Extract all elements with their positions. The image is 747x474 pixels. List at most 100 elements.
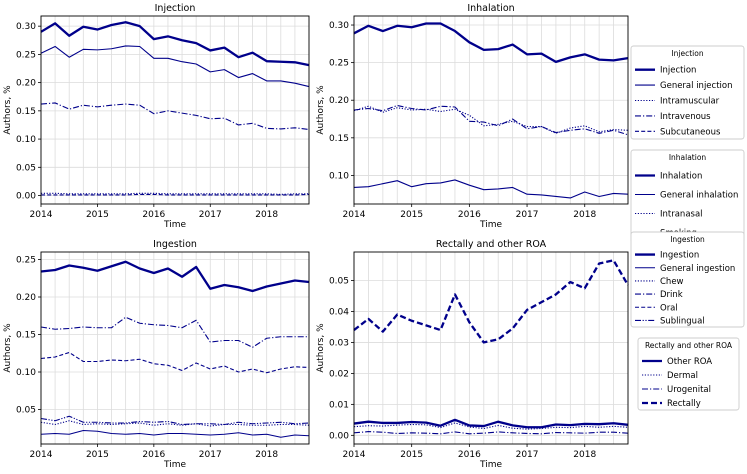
x-axis-label: Time [163, 220, 186, 230]
x-tick-label: 2014 [30, 210, 53, 220]
x-tick-label: 2014 [30, 450, 53, 460]
legend-box [637, 337, 740, 411]
y-tick-label: 0.10 [329, 171, 349, 181]
x-axis-label: Time [163, 460, 186, 470]
chart-panel-1: 2014 2015 2016 2017 2018 0.10 0.15 0.20 0.25 0.30… [316, 3, 629, 230]
series-line-general-inhalation [353, 179, 629, 199]
panel-title: Inhalation [467, 3, 514, 14]
y-tick-label: 0.01 [329, 400, 349, 410]
legend-entry: Intramuscular [660, 97, 720, 107]
chart-panel-3: 2014 2015 2016 2017 2018 0.00 0.01 0.02 0.03 0.04… [316, 239, 629, 470]
legend-entry: Subcutaneous [660, 127, 721, 137]
y-axis-label: Authors, % [3, 323, 13, 373]
y-tick-label: 0.20 [329, 96, 349, 106]
legend-3: Rectally and other ROA Other ROA Dermal Uro… [637, 337, 740, 411]
x-tick-label: 2018 [255, 450, 278, 460]
series-line-oral [40, 351, 310, 374]
legend-box [630, 231, 745, 328]
legend-entry: Inhalation [660, 172, 702, 182]
legend-title: Rectally and other ROA [645, 341, 733, 350]
x-axis-label: Time [479, 220, 502, 230]
y-axis-label: Authors, % [3, 85, 13, 135]
panel-title: Injection [155, 3, 196, 14]
legend-entry: Other ROA [667, 357, 712, 367]
legend-entry: Chew [660, 277, 684, 287]
x-tick-label: 2014 [343, 450, 366, 460]
y-tick-label: 0.05 [329, 276, 349, 286]
x-tick-label: 2017 [199, 210, 222, 220]
y-tick-label: 0.05 [16, 406, 36, 416]
x-tick-label: 2015 [86, 450, 109, 460]
legend-entry: General inhalation [660, 191, 738, 201]
series-line-intranasal [353, 105, 629, 134]
legend-entry: Sublingual [660, 316, 705, 326]
series-line-smoking [353, 104, 629, 136]
y-tick-label: 0.15 [329, 134, 349, 144]
y-tick-label: 0.10 [16, 135, 36, 145]
legend-entry: Rectally [667, 399, 701, 409]
series-line-inhalation [353, 22, 629, 64]
legend-title: Ingestion [670, 235, 705, 244]
x-tick-label: 2015 [400, 450, 423, 460]
y-tick-label: 0.15 [16, 331, 36, 341]
x-tick-label: 2017 [199, 450, 222, 460]
y-tick-label: 0.02 [329, 369, 349, 379]
y-axis-label: Authors, % [316, 323, 326, 373]
legend-entry: Urogenital [667, 385, 711, 395]
y-tick-label: 0.30 [16, 22, 36, 32]
x-tick-label: 2016 [458, 210, 481, 220]
x-axis-label: Time [479, 460, 502, 470]
y-tick-label: 0.25 [329, 59, 349, 69]
series-line-general-ingestion [40, 429, 310, 438]
x-tick-label: 2016 [458, 450, 481, 460]
legend-entry: Drink [660, 290, 683, 300]
series-line-subcutaneous [41, 193, 310, 196]
legend-entry: Intravenous [660, 112, 711, 122]
y-tick-label: 0.00 [329, 431, 349, 441]
legend-entry: Injection [660, 66, 696, 76]
series-line-intravenous [40, 102, 310, 131]
x-tick-label: 2018 [255, 210, 278, 220]
series-line-other-roa [353, 418, 629, 429]
plot-frame [353, 251, 629, 445]
y-axis-label: Authors, % [316, 85, 326, 135]
x-tick-label: 2016 [142, 450, 165, 460]
y-tick-label: 0.20 [16, 293, 36, 303]
legend-entry: Oral [660, 303, 678, 313]
x-tick-label: 2015 [400, 210, 423, 220]
x-tick-label: 2017 [516, 210, 539, 220]
legend-entry: General ingestion [660, 264, 735, 274]
x-tick-label: 2018 [573, 450, 596, 460]
chart-panel-2: 2014 2015 2016 2017 2018 0.05 0.10 0.15 0.20 0.25… [3, 239, 310, 470]
y-tick-label: 0.03 [329, 338, 349, 348]
series-line-injection [40, 21, 310, 67]
legend-entry: General injection [660, 81, 733, 91]
x-tick-label: 2018 [573, 210, 596, 220]
legend-0: Injection Injection General injection Intra… [630, 45, 745, 140]
legend-1: Inhalation Inhalation General inhalation In… [630, 149, 745, 243]
plot-frame [40, 251, 310, 445]
series-line-chew [40, 420, 310, 427]
y-tick-label: 0.15 [16, 107, 36, 117]
legend-entry: Ingestion [660, 251, 699, 261]
x-tick-label: 2016 [142, 210, 165, 220]
series-line-general-injection [40, 45, 310, 88]
series-line-sublingual [40, 415, 310, 426]
x-tick-label: 2017 [516, 450, 539, 460]
y-tick-label: 0.25 [16, 50, 36, 60]
y-tick-label: 0.05 [16, 163, 36, 173]
plot-frame [40, 15, 310, 205]
series-line-dermal [353, 422, 629, 430]
series-line-intramuscular [41, 192, 309, 195]
x-tick-label: 2015 [86, 210, 109, 220]
panel-title: Rectally and other ROA [436, 239, 547, 250]
legend-title: Injection [671, 49, 703, 58]
y-tick-label: 0.30 [329, 21, 349, 31]
legend-entry: Intranasal [660, 210, 703, 220]
legend-box [630, 45, 745, 140]
series-line-ingestion [40, 260, 310, 293]
legend-title: Inhalation [669, 153, 707, 162]
legend-2: Ingestion Ingestion General ingestion Chew D… [630, 231, 745, 328]
